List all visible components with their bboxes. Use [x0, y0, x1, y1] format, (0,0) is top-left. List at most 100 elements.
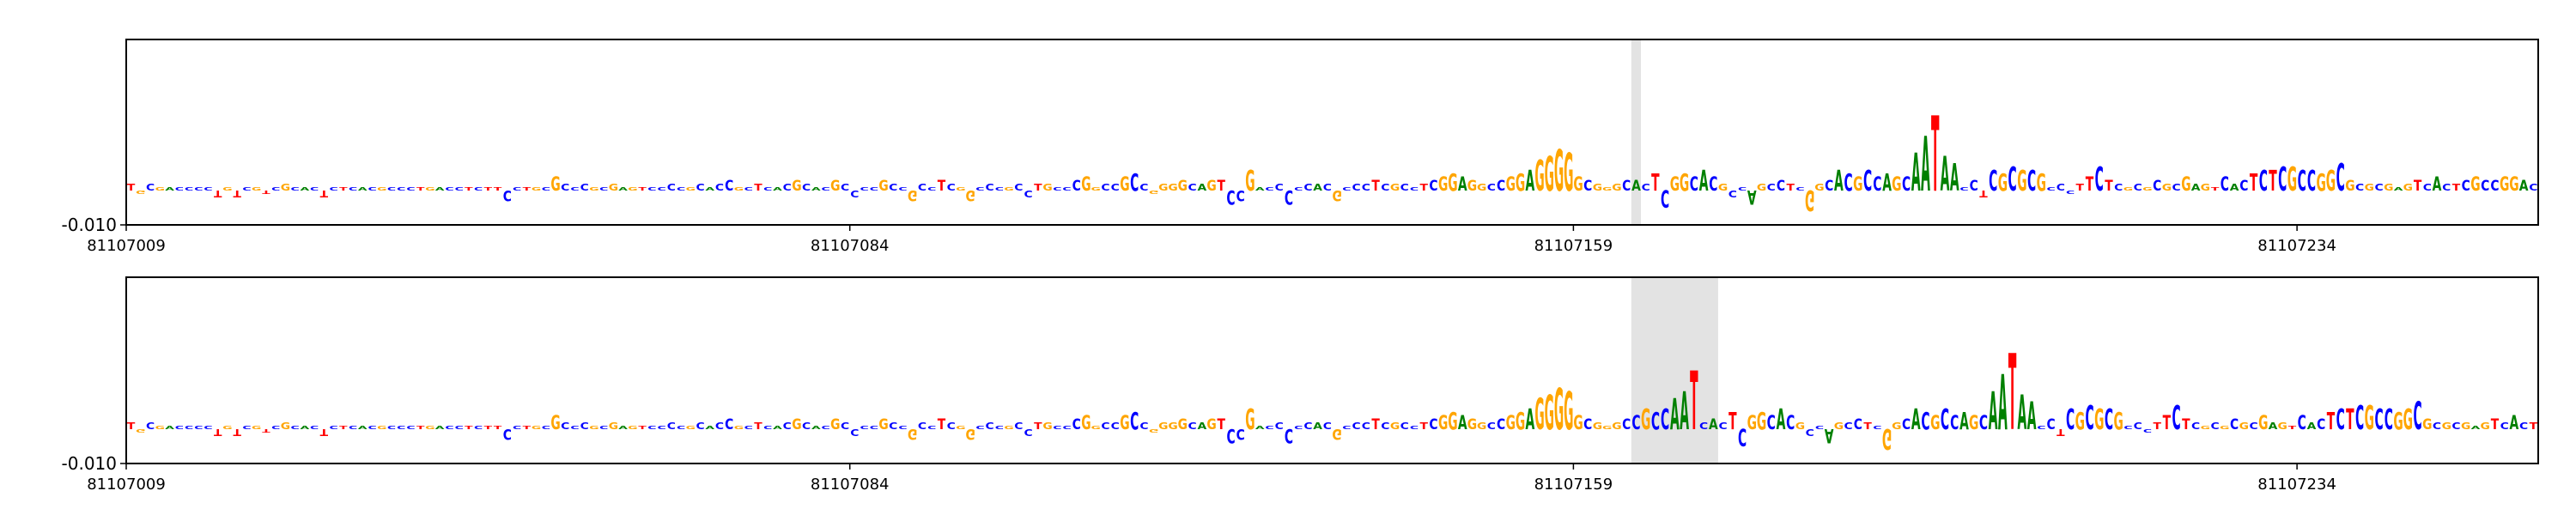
nucleotide: T [938, 178, 946, 194]
nucleotide: C [349, 186, 358, 191]
nucleotide: G [1506, 413, 1516, 434]
x-tick-label: 81107234 [2257, 476, 2336, 494]
nucleotide: A [2191, 181, 2201, 192]
nucleotide: A [705, 425, 715, 430]
nucleotide: G [2123, 186, 2133, 191]
nucleotide: A [1959, 409, 1969, 436]
nucleotide: C [927, 425, 937, 430]
axes-frame [125, 276, 2539, 464]
nucleotide: C [2134, 181, 2142, 192]
nucleotide: C [822, 425, 831, 430]
nucleotide: C [561, 181, 569, 192]
nucleotide: A [358, 425, 368, 430]
nucleotide: C [1709, 174, 1717, 196]
nucleotide: G [1641, 403, 1650, 436]
nucleotide: T [416, 186, 426, 191]
nucleotide: C [860, 186, 869, 191]
nucleotide: G [2422, 416, 2432, 433]
nucleotide: C [2172, 398, 2181, 437]
nucleotide: G [2017, 165, 2026, 197]
nucleotide: C [368, 186, 377, 191]
nucleotide: G [1467, 178, 1477, 194]
nucleotide: C [1139, 420, 1148, 431]
nucleotide: G [1332, 425, 1341, 442]
nucleotide: A [1525, 165, 1534, 197]
nucleotide: C [995, 186, 1005, 191]
nucleotide: C [870, 186, 879, 191]
nucleotide: C [580, 181, 589, 192]
nucleotide: T [523, 425, 532, 430]
nucleotide: T [1690, 354, 1698, 448]
nucleotide: C [2259, 165, 2268, 197]
nucleotide: C [2375, 403, 2384, 436]
nucleotide: A [1631, 178, 1641, 194]
nucleotide: C [918, 181, 927, 192]
nucleotide: C [889, 420, 897, 431]
nucleotide: T [262, 189, 271, 194]
nucleotide: C [1738, 186, 1747, 191]
nucleotide: C [1497, 178, 1505, 194]
nucleotide: C [2095, 160, 2104, 198]
nucleotide: C [1873, 174, 1881, 196]
nucleotide: C [1921, 409, 1929, 436]
nucleotide: A [1680, 382, 1689, 442]
nucleotide: C [1352, 420, 1361, 431]
nucleotide: G [2403, 181, 2413, 192]
highlight [1631, 39, 1642, 225]
nucleotide: C [2307, 165, 2316, 197]
nucleotide: C [513, 186, 522, 191]
nucleotide: C [918, 420, 927, 431]
nucleotide: A [435, 425, 446, 430]
nucleotide: C [1873, 425, 1882, 430]
nucleotide: C [898, 425, 908, 430]
nucleotide: C [696, 420, 704, 431]
nucleotide: G [1545, 148, 1554, 203]
nucleotide: C [185, 425, 194, 430]
nucleotide: A [1670, 390, 1680, 440]
nucleotide: T [2530, 420, 2538, 431]
nucleotide: C [329, 186, 338, 191]
nucleotide: G [878, 178, 888, 194]
nucleotide: C [2239, 178, 2248, 194]
nucleotide: G [1612, 181, 1621, 192]
nucleotide: G [908, 187, 917, 203]
nucleotide: G [1042, 181, 1052, 192]
nucleotide: G [1438, 413, 1448, 434]
nucleotide: G [425, 425, 434, 430]
nucleotide: A [1998, 358, 2008, 446]
nucleotide: C [503, 425, 512, 442]
nucleotide: C [1275, 420, 1284, 431]
nucleotide: A [1777, 403, 1786, 436]
nucleotide: T [320, 188, 329, 199]
nucleotide: G [1390, 181, 1400, 192]
nucleotide: G [532, 186, 541, 191]
nucleotide: G [1120, 413, 1129, 434]
nucleotide: A [2433, 174, 2442, 196]
nucleotide: G [878, 416, 888, 433]
nucleotide: C [1014, 420, 1023, 431]
nucleotide: G [1795, 420, 1805, 431]
nucleotide: C [310, 425, 319, 430]
nucleotide: G [222, 186, 232, 191]
nucleotide: C [1362, 420, 1370, 431]
nucleotide: C [725, 178, 733, 194]
nucleotide: C [715, 181, 724, 192]
nucleotide: C [2529, 181, 2537, 192]
nucleotide: C [2462, 178, 2470, 194]
nucleotide: C [2172, 181, 2181, 192]
highlight [1631, 277, 1718, 464]
nucleotide: A [301, 425, 311, 430]
nucleotide: C [1139, 181, 1148, 192]
nucleotide: A [1458, 174, 1467, 196]
nucleotide: C [1806, 427, 1814, 438]
nucleotide: G [532, 425, 541, 430]
nucleotide: G [2287, 160, 2297, 198]
nucleotide: C [2423, 181, 2432, 192]
nucleotide: T [1218, 416, 1226, 433]
nucleotide: G [2509, 174, 2518, 196]
nucleotide: C [271, 186, 281, 191]
nucleotide: G [136, 189, 145, 194]
nucleotide: C [1902, 174, 1911, 196]
nucleotide: T [1371, 416, 1380, 433]
nucleotide: T [339, 425, 349, 430]
